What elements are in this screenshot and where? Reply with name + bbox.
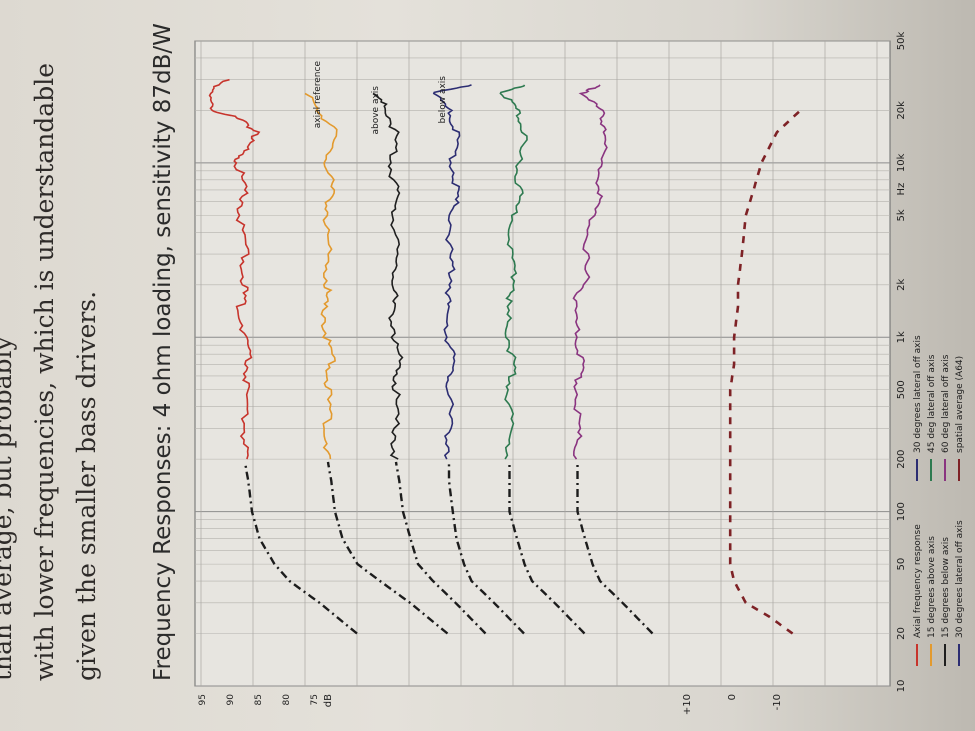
series-line-lowfreq-4 (508, 461, 586, 635)
series-line-lowfreq-1 (326, 461, 449, 635)
x-tick-label: 10 (896, 680, 907, 693)
series-line-1 (304, 92, 338, 460)
chart-legend: Axial frequency response 15 degrees above… (913, 335, 965, 666)
legend-entry: spatial average (A64) (955, 356, 965, 453)
x-tick-label: 20k (896, 101, 907, 120)
x-tick-label: 20 (896, 627, 907, 640)
annotation-label: axial reference (313, 61, 323, 129)
y-tick-label: 90 (226, 694, 236, 706)
legend-entry: 30 degrees lateral off axis (913, 335, 923, 453)
annotation-label: below axis (438, 76, 448, 124)
x-tick-label: 100 (896, 502, 907, 521)
legend-entry: 30 degrees lateral off axis (955, 520, 965, 638)
y-tick-label: 75 (310, 694, 320, 705)
legend-entry: 45 deg lateral off axis (927, 354, 937, 453)
series-line-lowfreq-2 (394, 461, 487, 635)
legend-entry: 60 deg lateral off axis (941, 354, 951, 453)
series-line-3 (432, 84, 472, 460)
y-axis-unit-label: dB (323, 694, 334, 707)
y-tick-label: 85 (254, 694, 264, 705)
y-tick-label-relative: -10 (772, 694, 783, 710)
chart-grid (194, 40, 891, 687)
x-tick-label: 10k (896, 153, 907, 172)
annotation-label: above axis (371, 86, 381, 135)
series-line-spatial-average (728, 109, 802, 635)
legend-entry: 15 degrees above axis (927, 536, 937, 638)
x-tick-label: 50 (896, 558, 907, 571)
chart-annotations: axial reference above axis below axis (313, 61, 448, 135)
x-tick-label: 2k (896, 278, 907, 290)
series-line-2 (372, 92, 404, 460)
x-tick-label: 50k (896, 32, 907, 51)
y-tick-label: 80 (282, 694, 292, 706)
legend-entry: Axial frequency response (913, 524, 923, 638)
y-tick-label: 95 (198, 694, 208, 705)
series-line-4 (499, 84, 528, 460)
y-tick-label-relative: 0 (727, 694, 738, 700)
x-tick-label: 200 (896, 450, 907, 469)
series-line-lowfreq-5 (576, 461, 654, 635)
series-line-lowfreq-0 (243, 461, 358, 635)
x-tick-label: 500 (896, 380, 907, 399)
chart-series-group (208, 78, 802, 635)
x-tick-labels: 10 20 50 100 200 500 1k 2k 5k 10k 20k 50k (896, 32, 907, 693)
series-line-0 (208, 78, 261, 460)
legend-entry: 15 degrees below axis (941, 537, 951, 638)
x-tick-label: 1k (896, 331, 907, 343)
y-tick-labels: 95 90 85 80 75 +10 0 -10 (198, 694, 783, 715)
y-tick-label-relative: +10 (682, 694, 693, 715)
series-line-lowfreq-3 (447, 461, 525, 635)
series-line-5 (572, 84, 608, 460)
x-tick-label: 5k (896, 209, 907, 221)
x-axis-unit-label: Hz (896, 183, 907, 196)
